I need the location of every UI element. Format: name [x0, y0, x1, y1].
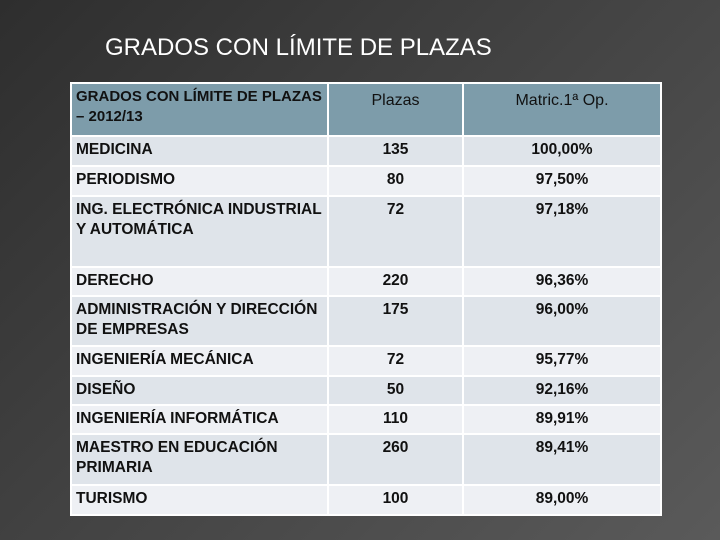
- table-cell: DERECHO: [70, 266, 329, 297]
- table-cell: 96,00%: [462, 295, 662, 347]
- table-cell: INGENIERÍA INFORMÁTICA: [70, 404, 329, 435]
- table-cell: 175: [327, 295, 464, 347]
- table-cell: PERIODISMO: [70, 165, 329, 197]
- table-cell: 220: [327, 266, 464, 297]
- table-cell: 95,77%: [462, 345, 662, 377]
- header-row: GRADOS CON LÍMITE DE PLAZAS – 2012/13 Pla…: [70, 82, 662, 137]
- header-cell: GRADOS CON LÍMITE DE PLAZAS – 2012/13: [70, 82, 329, 137]
- table-cell: 260: [327, 433, 464, 486]
- table-cell: ING. ELECTRÓNICA INDUSTRIAL Y AUTOMÁTICA: [70, 195, 329, 268]
- table-cell: 80: [327, 165, 464, 197]
- table-cell: INGENIERÍA MECÁNICA: [70, 345, 329, 377]
- table-cell: 110: [327, 404, 464, 435]
- table-cell: 72: [327, 195, 464, 268]
- data-table: GRADOS CON LÍMITE DE PLAZAS – 2012/13 Pla…: [70, 82, 662, 516]
- table-cell: 50: [327, 375, 464, 406]
- table-cell: 97,18%: [462, 195, 662, 268]
- table-cell: 135: [327, 135, 464, 167]
- table-cell: ADMINISTRACIÓN Y DIRECCIÓN DE EMPRESAS: [70, 295, 329, 347]
- header-cell: Plazas: [327, 82, 464, 137]
- header-cell: Matric.1ª Op.: [462, 82, 662, 137]
- table-row: INGENIERÍA INFORMÁTICA 110 89,91%: [70, 404, 662, 435]
- table-cell: DISEÑO: [70, 375, 329, 406]
- table-row: DERECHO 220 96,36%: [70, 266, 662, 297]
- table-cell: 97,50%: [462, 165, 662, 197]
- table-cell: 92,16%: [462, 375, 662, 406]
- table-cell: 89,00%: [462, 484, 662, 516]
- table-row: MAESTRO EN EDUCACIÓN PRIMARIA 260 89,41%: [70, 433, 662, 486]
- table-cell: MEDICINA: [70, 135, 329, 167]
- table-row: PERIODISMO 80 97,50%: [70, 165, 662, 197]
- table-row: ING. ELECTRÓNICA INDUSTRIAL Y AUTOMÁTICA…: [70, 195, 662, 268]
- table-cell: 96,36%: [462, 266, 662, 297]
- table-row: INGENIERÍA MECÁNICA 72 95,77%: [70, 345, 662, 377]
- table-cell: 100,00%: [462, 135, 662, 167]
- table-cell: 89,41%: [462, 433, 662, 486]
- table-cell: 89,91%: [462, 404, 662, 435]
- slide-title: GRADOS CON LÍMITE DE PLAZAS: [105, 34, 492, 61]
- table-row: MEDICINA 135 100,00%: [70, 135, 662, 167]
- table-row: ADMINISTRACIÓN Y DIRECCIÓN DE EMPRESAS 17…: [70, 295, 662, 347]
- table-cell: 100: [327, 484, 464, 516]
- table-cell: MAESTRO EN EDUCACIÓN PRIMARIA: [70, 433, 329, 486]
- table-row: DISEÑO 50 92,16%: [70, 375, 662, 406]
- table-row: TURISMO 100 89,00%: [70, 484, 662, 516]
- table-cell: 72: [327, 345, 464, 377]
- table-cell: TURISMO: [70, 484, 329, 516]
